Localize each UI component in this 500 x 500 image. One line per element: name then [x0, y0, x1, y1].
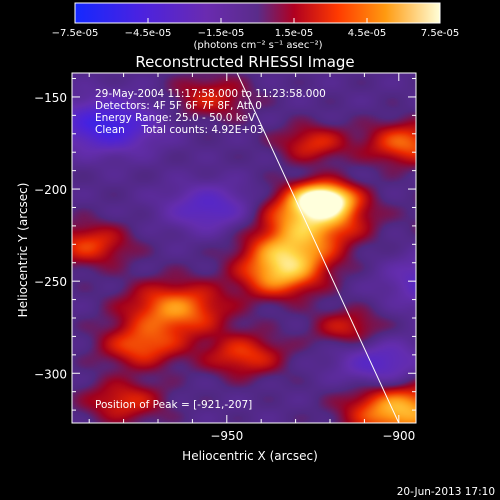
- colorbar: [74, 2, 441, 24]
- chart-title: Reconstructed RHESSI Image: [135, 53, 354, 71]
- y-axis-label: Heliocentric Y (arcsec): [16, 183, 30, 318]
- colorbar-tick-label: 4.5e-05: [348, 28, 386, 39]
- heatmap-image: [72, 73, 416, 423]
- energy-range-text: Energy Range: 25.0 - 50.0 keV: [95, 112, 256, 124]
- y-tick-label: −250: [34, 275, 67, 289]
- clean-counts-text: Clean Total counts: 4.92E+03: [95, 124, 264, 136]
- colorbar-tick-label: −1.5e-05: [198, 28, 245, 39]
- x-tick-label: −950: [210, 429, 243, 443]
- colorbar-tick-label: 7.5e-05: [421, 28, 459, 39]
- plot-frame: [71, 72, 417, 424]
- x-axis-ticks: [88, 73, 400, 423]
- colorbar-ticks: [74, 18, 441, 23]
- detectors-text: Detectors: 4F 5F 6F 7F 8F, Att 0: [95, 100, 262, 112]
- y-axis-ticks: [72, 78, 416, 411]
- colorbar-tick-labels: −7.5e-05 −4.5e-05 −1.5e-05 1.5e-05 4.5e-05 7.…: [52, 28, 460, 39]
- x-tick-labels: −950−900−850: [210, 429, 415, 443]
- y-tick-label: −200: [34, 183, 67, 197]
- colorbar-units: (photons cm⁻² s⁻¹ asec⁻²): [193, 40, 322, 51]
- x-tick-label: −900: [382, 429, 415, 443]
- colorbar-tick-label: −4.5e-05: [125, 28, 172, 39]
- y-tick-label: −150: [34, 91, 67, 105]
- limb-line: [236, 72, 400, 424]
- colorbar-tick-label: −7.5e-05: [52, 28, 99, 39]
- x-axis-label: Heliocentric X (arcsec): [182, 449, 318, 463]
- colorbar-tick-label: 1.5e-05: [275, 28, 313, 39]
- y-tick-labels: −150 −200 −250 −300: [34, 91, 67, 381]
- peak-position-text: Position of Peak = [-921,-207]: [95, 399, 252, 411]
- time-range-text: 29-May-2004 11:17:58.000 to 11:23:58.000: [95, 88, 326, 100]
- y-tick-label: −300: [34, 367, 67, 381]
- timestamp: 20-Jun-2013 17:10: [397, 486, 495, 498]
